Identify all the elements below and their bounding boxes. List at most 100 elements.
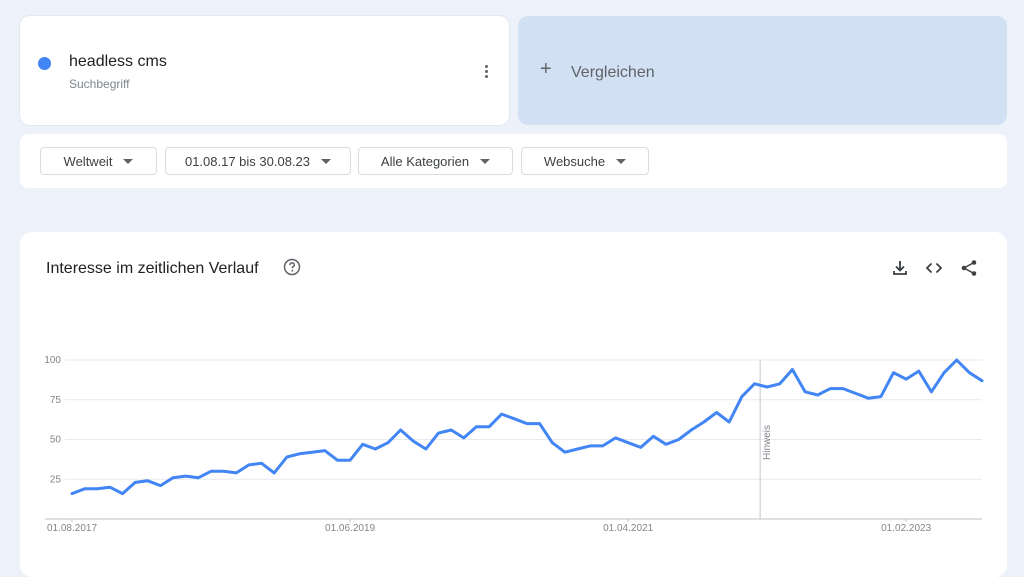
data-point bbox=[766, 386, 769, 389]
annotation-label: Hinweis bbox=[762, 425, 773, 460]
data-point bbox=[96, 487, 99, 490]
data-point bbox=[500, 413, 503, 416]
data-point bbox=[260, 462, 263, 465]
data-point bbox=[336, 459, 339, 462]
data-point bbox=[829, 387, 832, 390]
data-point bbox=[488, 425, 491, 428]
category-filter[interactable]: Alle Kategorien bbox=[358, 147, 513, 175]
x-tick-label: 01.04.2021 bbox=[603, 523, 653, 534]
data-point bbox=[83, 487, 86, 490]
data-point bbox=[702, 421, 705, 424]
data-point bbox=[285, 455, 288, 458]
dropdown-caret-icon bbox=[321, 158, 332, 164]
data-point bbox=[601, 444, 604, 447]
data-point bbox=[513, 417, 516, 420]
data-point bbox=[462, 436, 465, 439]
y-tick-label: 75 bbox=[50, 395, 62, 406]
data-point bbox=[614, 436, 617, 439]
data-point bbox=[917, 370, 920, 373]
y-tick-label: 25 bbox=[50, 474, 62, 485]
data-point bbox=[424, 448, 427, 451]
search-type-filter-label: Websuche bbox=[543, 153, 606, 169]
download-icon[interactable] bbox=[890, 258, 910, 278]
dropdown-caret-icon bbox=[616, 158, 627, 164]
data-point bbox=[412, 440, 415, 443]
data-point bbox=[184, 475, 187, 478]
data-point bbox=[323, 449, 326, 452]
data-point bbox=[399, 428, 402, 431]
data-point bbox=[715, 411, 718, 414]
filter-bar: Weltweit 01.08.17 bis 30.08.23 Alle Kate… bbox=[20, 134, 1007, 188]
interest-line-chart: 25 50 75 100 01.08.2017 01.06.2019 01.04.2021 0… bbox=[44, 355, 984, 534]
data-point bbox=[589, 444, 592, 447]
data-point bbox=[374, 448, 377, 451]
data-point bbox=[311, 451, 314, 454]
data-point bbox=[652, 435, 655, 438]
data-point bbox=[172, 476, 175, 479]
x-tick-label: 01.02.2023 bbox=[881, 523, 931, 534]
data-point bbox=[778, 382, 781, 385]
data-point bbox=[551, 441, 554, 444]
data-point bbox=[197, 476, 200, 479]
data-point bbox=[804, 390, 807, 393]
data-point bbox=[146, 479, 149, 482]
data-point bbox=[892, 371, 895, 374]
search-term-name[interactable]: headless cms bbox=[69, 53, 167, 70]
data-point bbox=[386, 441, 389, 444]
data-point bbox=[930, 390, 933, 393]
series-color-dot bbox=[38, 57, 51, 70]
data-point bbox=[854, 392, 857, 395]
search-term-card: headless cms Suchbegriff bbox=[20, 16, 509, 125]
region-filter-label: Weltweit bbox=[63, 153, 113, 169]
compare-button[interactable]: + Vergleichen bbox=[518, 16, 1007, 125]
data-point bbox=[298, 452, 301, 455]
dropdown-caret-icon bbox=[480, 158, 491, 164]
search-term-type: Suchbegriff bbox=[69, 77, 130, 91]
data-point bbox=[740, 395, 743, 398]
data-point bbox=[576, 448, 579, 451]
data-point bbox=[121, 492, 124, 495]
help-icon[interactable] bbox=[283, 258, 301, 276]
x-tick-label: 01.08.2017 bbox=[47, 523, 97, 534]
data-point bbox=[71, 492, 74, 495]
y-tick-label: 50 bbox=[50, 435, 62, 446]
data-point bbox=[450, 428, 453, 431]
chart-title: Interesse im zeitlichen Verlauf bbox=[46, 260, 259, 277]
compare-label: Vergleichen bbox=[571, 64, 655, 81]
date-range-filter-label: 01.08.17 bis 30.08.23 bbox=[184, 153, 311, 169]
x-tick-label: 01.06.2019 bbox=[325, 523, 375, 534]
data-point bbox=[753, 382, 756, 385]
data-point bbox=[968, 371, 971, 374]
data-point bbox=[665, 443, 668, 446]
data-point bbox=[677, 438, 680, 441]
y-tick-label: 100 bbox=[44, 355, 61, 366]
dropdown-caret-icon bbox=[123, 158, 134, 164]
data-point bbox=[247, 463, 250, 466]
data-point bbox=[879, 395, 882, 398]
share-icon[interactable] bbox=[959, 258, 979, 278]
data-point bbox=[222, 470, 225, 473]
data-point bbox=[690, 428, 693, 431]
search-type-filter[interactable]: Websuche bbox=[521, 147, 649, 175]
data-point bbox=[943, 371, 946, 374]
data-point bbox=[538, 422, 541, 425]
data-point bbox=[475, 425, 478, 428]
data-point bbox=[955, 359, 958, 362]
region-filter[interactable]: Weltweit bbox=[40, 147, 157, 175]
interest-over-time-card: Interesse im zeitlichen Verlauf 25 50 75 10… bbox=[20, 232, 1007, 577]
data-point bbox=[349, 459, 352, 462]
date-range-filter[interactable]: 01.08.17 bis 30.08.23 bbox=[165, 147, 351, 175]
data-point bbox=[235, 471, 238, 474]
data-point bbox=[841, 387, 844, 390]
data-point bbox=[867, 397, 870, 400]
more-options-icon[interactable] bbox=[474, 59, 498, 83]
plus-icon: + bbox=[540, 58, 552, 80]
data-point bbox=[639, 446, 642, 449]
data-point bbox=[108, 486, 111, 489]
data-point bbox=[563, 451, 566, 454]
data-point bbox=[981, 379, 984, 382]
category-filter-label: Alle Kategorien bbox=[380, 153, 470, 169]
data-point bbox=[791, 368, 794, 371]
data-point bbox=[905, 378, 908, 381]
embed-icon[interactable] bbox=[924, 258, 944, 278]
